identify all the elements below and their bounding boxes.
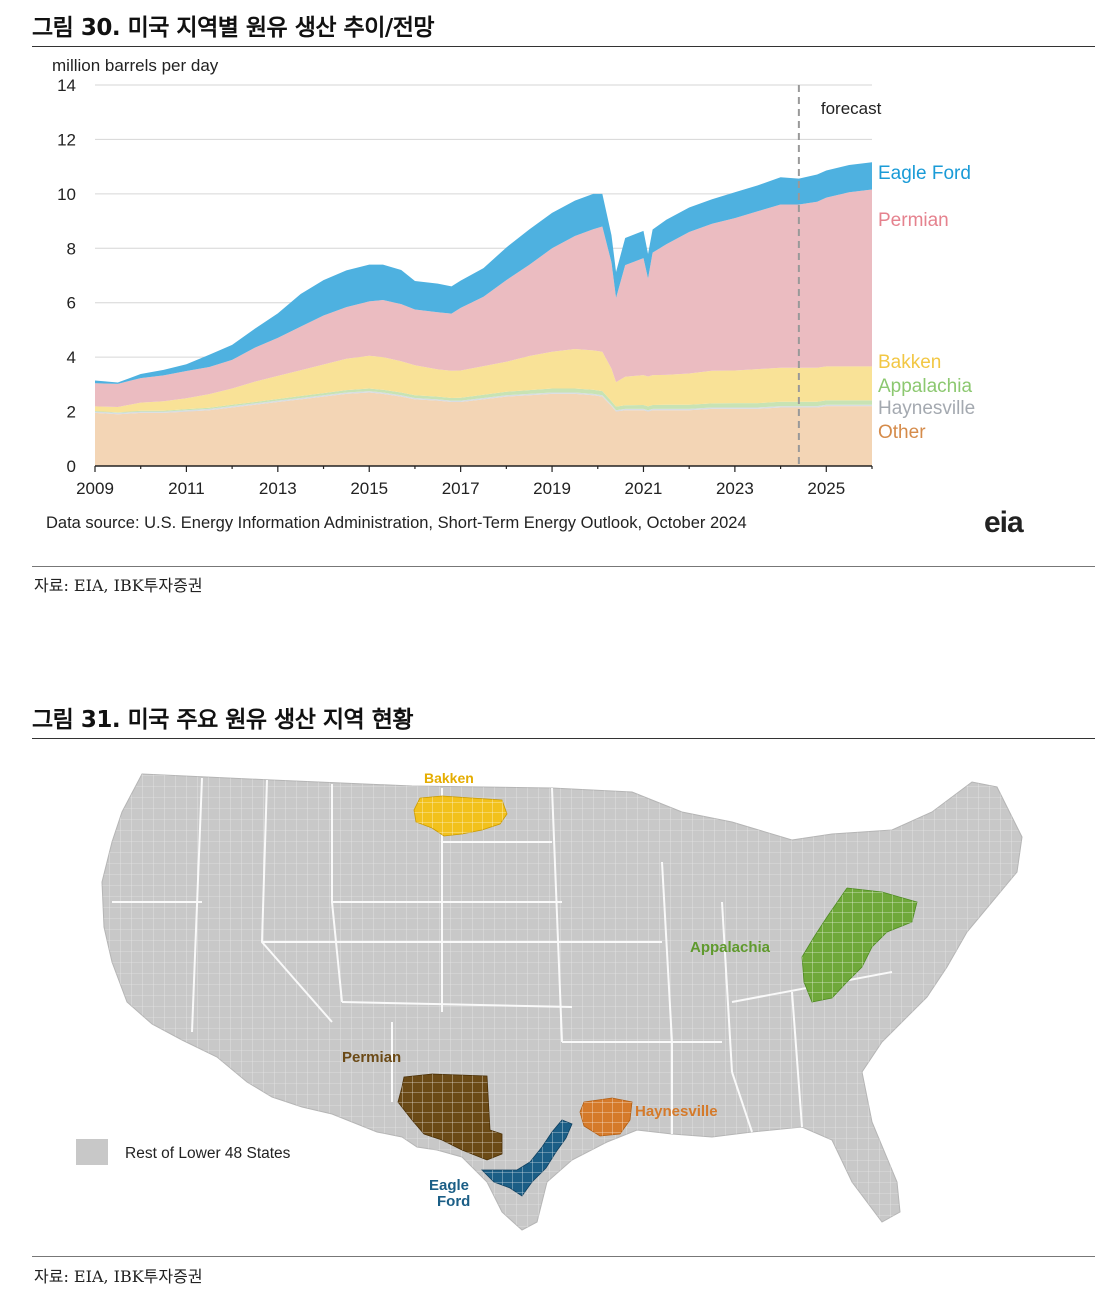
eagle-ford-county-texture [482,1120,572,1196]
y-tick-label: 0 [67,457,76,476]
area-permian [95,189,872,407]
region-eagle-ford [481,1119,573,1197]
stacked-areas [95,162,872,466]
y-tick-label: 4 [67,348,76,367]
haynesville-county-texture [580,1098,632,1136]
bakken-label: Bakken [424,770,474,786]
y-tick-label: 8 [67,239,76,258]
figure2-bottom-rule [32,1256,1095,1257]
forecast-label: forecast [821,99,882,118]
series-label-appalachia: Appalachia [878,376,972,397]
y-tick-label: 14 [57,76,76,95]
haynesville-label: Haynesville [635,1103,718,1120]
axes: 0 2 4 6 8 10 12 14 2009 2011 2013 2015 2017 2019 2021 2… [57,76,873,498]
legend-label-rest: Rest of Lower 48 States [125,1145,291,1162]
eia-logo: eia [984,506,1024,539]
permian-label: Permian [342,1049,401,1066]
y-tick-label: 10 [57,185,76,204]
area-eagle-ford [95,162,872,384]
state-boundaries [112,777,893,1134]
production-area-chart: 0 2 4 6 8 10 12 14 2009 2011 2013 2015 2017 2019 2021 2… [46,56,975,532]
y-tick-label: 2 [67,403,76,422]
x-tick-label: 2019 [533,479,571,498]
appalachia-label: Appalachia [690,939,771,956]
region-permian [397,1073,503,1161]
region-appalachia [801,887,918,1003]
region-bakken [413,795,508,837]
figure2-source: 자료: EIA, IBK투자증권 [34,1267,203,1286]
figure1-title: 그림 30. 미국 지역별 원유 생산 추이/전망 [32,15,435,41]
figure1-top-rule [32,46,1095,47]
eagle-ford-label-line1: Eagle [429,1177,469,1194]
eagle-ford-label-line2: Ford [437,1193,470,1210]
x-tick-label: 2025 [807,479,845,498]
y-tick-label: 6 [67,294,76,313]
series-label-eagle-ford: Eagle Ford [878,163,971,184]
series-label-permian: Permian [878,210,949,231]
figure1-source: 자료: EIA, IBK투자증권 [34,576,203,595]
x-tick-label: 2011 [168,479,205,498]
data-source-note: Data source: U.S. Energy Information Adm… [46,514,747,532]
appalachia-county-texture [802,888,917,1002]
area-bakken [95,348,872,413]
y-tick-label: 12 [57,130,76,149]
region-haynesville [579,1097,633,1137]
x-tick-label: 2013 [259,479,297,498]
bakken-county-texture [414,796,507,836]
series-label-bakken: Bakken [878,352,941,373]
figure2-top-rule [32,738,1095,739]
x-tick-label: 2021 [625,479,663,498]
series-label-other: Other [878,422,926,443]
x-tick-label: 2017 [442,479,480,498]
x-tick-label: 2023 [716,479,754,498]
x-tick-label: 2009 [76,479,114,498]
series-label-haynesville: Haynesville [878,398,975,419]
figure1-bottom-rule [32,566,1095,567]
area-haynesville [95,391,872,415]
figure2-title: 그림 31. 미국 주요 원유 생산 지역 현황 [32,707,414,733]
area-appalachia [95,388,872,413]
us-oil-regions-map: Bakken Appalachia Permian Haynesville Ea… [76,770,1023,1231]
x-tick-label: 2015 [350,479,388,498]
area-other [95,392,872,466]
legend-swatch-rest [76,1139,108,1165]
y-axis-label: million barrels per day [52,56,219,75]
permian-county-texture [398,1074,502,1160]
